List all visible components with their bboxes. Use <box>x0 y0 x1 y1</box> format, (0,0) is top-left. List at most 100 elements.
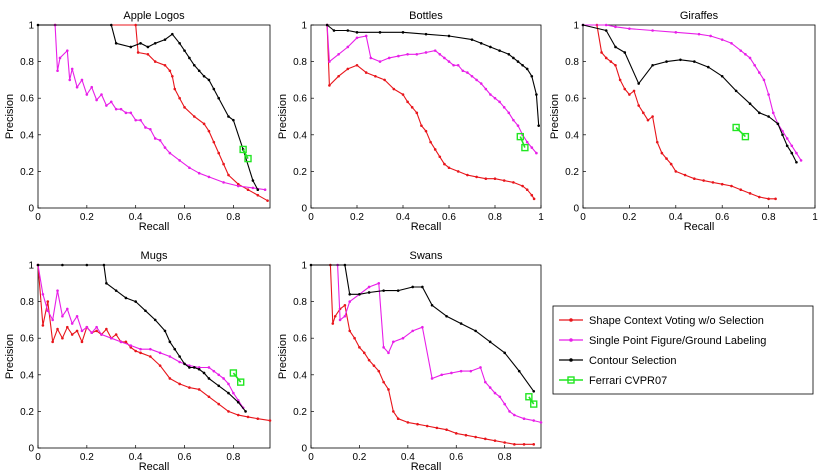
data-point <box>683 173 687 177</box>
data-point <box>183 362 186 366</box>
data-point <box>484 87 488 91</box>
y-axis-label: Precision <box>4 94 16 139</box>
data-point <box>748 192 752 195</box>
data-point <box>75 85 79 89</box>
data-point <box>90 331 94 335</box>
data-point <box>163 38 167 41</box>
data-point <box>484 177 488 181</box>
data-point <box>637 82 640 85</box>
data-point <box>171 74 174 78</box>
chart-title: Mugs <box>141 250 168 262</box>
data-point <box>70 67 74 71</box>
legend: Shape Context Voting w/o Selection Single… <box>552 305 814 395</box>
x-tick-label: 0.2 <box>352 452 366 463</box>
data-point <box>425 424 429 428</box>
series-contour <box>309 263 536 393</box>
x-tick-label: 0.6 <box>178 452 192 463</box>
plot-frame <box>582 24 816 209</box>
data-point <box>246 415 250 419</box>
data-point <box>343 263 347 267</box>
data-point <box>484 380 487 384</box>
data-point <box>41 292 45 296</box>
y-tick-label: 0.2 <box>20 407 34 418</box>
data-point <box>430 303 434 307</box>
data-point <box>396 289 400 292</box>
data-point <box>227 391 230 395</box>
data-point <box>406 52 409 56</box>
y-tick-label: 1 <box>573 21 579 32</box>
data-point <box>456 170 460 173</box>
data-point <box>447 60 451 63</box>
data-point <box>730 42 733 45</box>
data-point <box>266 199 269 202</box>
data-point <box>173 87 177 91</box>
data-point <box>207 377 211 380</box>
chart-bottles: Bottles 0 0.2 0.4 0.6 0.8 1 0 0.2 0.4 0.6 0.8 1 Recal… <box>277 10 544 233</box>
y-axis-label: Precision <box>277 94 289 139</box>
y-tick-label: 0.2 <box>20 167 34 178</box>
data-point <box>781 133 784 137</box>
y-tick-label: 0 <box>28 444 34 455</box>
data-point <box>493 177 497 181</box>
data-point <box>507 52 511 56</box>
x-tick-label: 0.8 <box>762 212 776 223</box>
data-point <box>171 32 174 36</box>
data-point <box>343 303 347 307</box>
data-point <box>68 78 72 82</box>
data-point <box>183 106 186 109</box>
data-point <box>609 60 613 63</box>
data-point <box>355 36 359 40</box>
data-point <box>387 56 391 60</box>
data-point <box>693 177 696 181</box>
data-point <box>651 115 654 118</box>
chart-mugs: Mugs 0 0.2 0.4 0.6 0.8 0 0.2 0.4 0.6 0.8 1 Recall Pre… <box>4 250 272 473</box>
data-point <box>58 56 62 60</box>
legend-swatch-marker <box>569 318 573 322</box>
y-tick-label: 0.8 <box>293 57 307 68</box>
data-point <box>445 428 448 432</box>
data-point <box>119 107 123 111</box>
series-shape-context <box>53 23 269 202</box>
y-tick-label: 0 <box>301 444 307 455</box>
data-point <box>623 51 627 54</box>
data-point <box>36 23 40 27</box>
series-ferrari <box>239 145 252 163</box>
data-point <box>438 52 442 56</box>
data-point <box>530 400 538 408</box>
data-point <box>790 144 794 148</box>
data-point <box>377 282 381 285</box>
data-point <box>604 56 608 60</box>
data-point <box>202 74 206 78</box>
data-point <box>114 333 118 336</box>
data-point <box>464 433 468 437</box>
x-tick-label: 0.2 <box>80 452 94 463</box>
data-point <box>207 366 211 369</box>
data-point <box>674 31 678 34</box>
data-point <box>90 85 94 89</box>
series-line <box>583 24 802 161</box>
data-point <box>173 347 177 351</box>
x-tick-label: 0.2 <box>80 212 94 223</box>
data-point <box>114 42 118 45</box>
data-point <box>421 325 424 329</box>
data-point <box>387 351 390 355</box>
data-point <box>466 173 469 177</box>
series-line <box>242 149 249 159</box>
data-point <box>709 34 712 38</box>
data-point <box>51 340 54 344</box>
data-point <box>521 63 524 67</box>
y-axis-label: Precision <box>4 334 16 379</box>
data-point <box>202 371 206 375</box>
data-point <box>56 289 59 292</box>
data-point <box>702 179 705 182</box>
series-contour <box>36 23 260 191</box>
data-point <box>669 162 673 166</box>
data-point <box>139 347 142 351</box>
data-point <box>95 98 98 102</box>
data-point <box>469 369 473 373</box>
legend-label: Ferrari CVPR07 <box>589 375 667 387</box>
data-point <box>268 419 272 422</box>
legend-swatch-marker <box>569 338 573 342</box>
data-point <box>149 347 152 351</box>
data-point <box>424 129 428 133</box>
